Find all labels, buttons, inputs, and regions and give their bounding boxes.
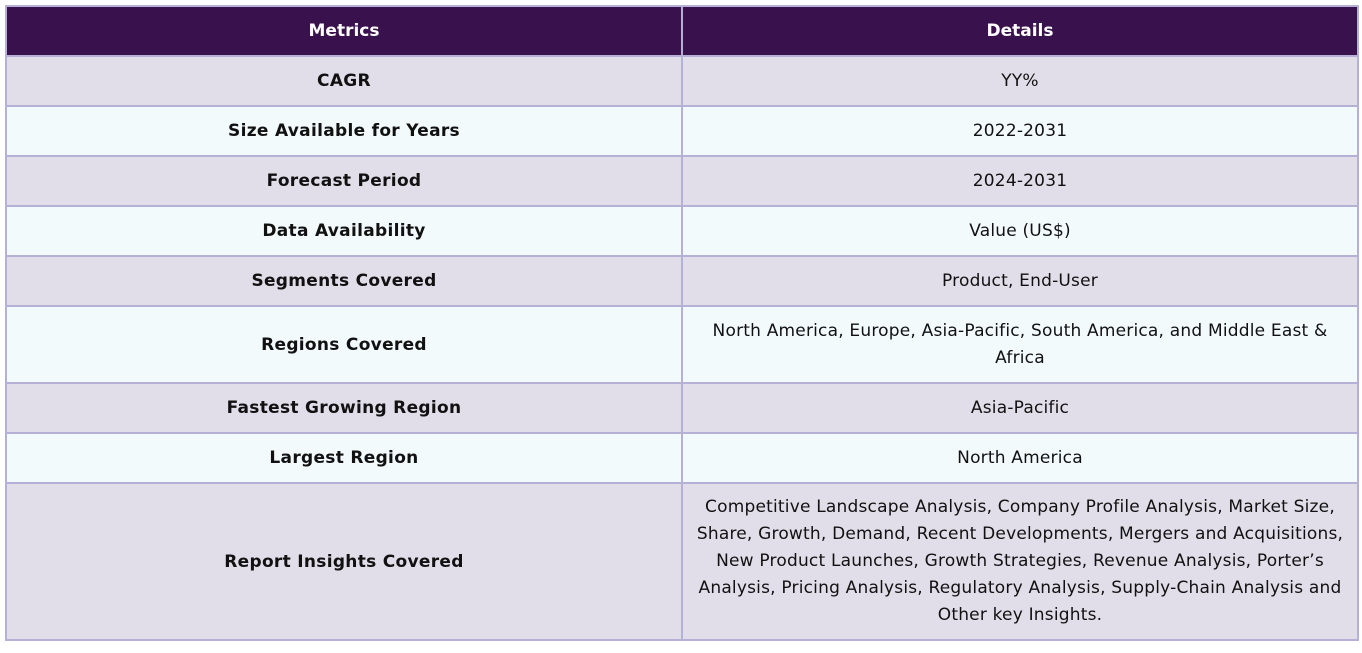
report-metrics-table: Metrics Details CAGR YY% Size Available …: [5, 5, 1359, 641]
detail-cell: North America: [681, 432, 1359, 484]
table-row: Report Insights Covered Competitive Land…: [5, 482, 1359, 641]
table-header-row: Metrics Details: [5, 5, 1359, 57]
table-row: CAGR YY%: [5, 55, 1359, 107]
detail-cell: 2024-2031: [681, 155, 1359, 207]
table-row: Data Availability Value (US$): [5, 205, 1359, 257]
metric-cell: Segments Covered: [5, 255, 683, 307]
table-row: Fastest Growing Region Asia-Pacific: [5, 382, 1359, 434]
table-row: Largest Region North America: [5, 432, 1359, 484]
metric-cell: Report Insights Covered: [5, 482, 683, 641]
detail-cell: North America, Europe, Asia-Pacific, Sou…: [681, 305, 1359, 384]
metric-cell: Fastest Growing Region: [5, 382, 683, 434]
report-metrics-table-container: Metrics Details CAGR YY% Size Available …: [5, 5, 1359, 641]
table-row: Regions Covered North America, Europe, A…: [5, 305, 1359, 384]
metric-cell: Forecast Period: [5, 155, 683, 207]
table-row: Size Available for Years 2022-2031: [5, 105, 1359, 157]
metric-cell: Regions Covered: [5, 305, 683, 384]
header-details: Details: [681, 5, 1359, 57]
metric-cell: Size Available for Years: [5, 105, 683, 157]
metric-cell: CAGR: [5, 55, 683, 107]
detail-cell: Competitive Landscape Analysis, Company …: [681, 482, 1359, 641]
detail-cell: 2022-2031: [681, 105, 1359, 157]
detail-cell: Value (US$): [681, 205, 1359, 257]
metric-cell: Largest Region: [5, 432, 683, 484]
table-row: Segments Covered Product, End-User: [5, 255, 1359, 307]
header-metrics: Metrics: [5, 5, 683, 57]
metric-cell: Data Availability: [5, 205, 683, 257]
detail-cell: Product, End-User: [681, 255, 1359, 307]
table-row: Forecast Period 2024-2031: [5, 155, 1359, 207]
detail-cell: Asia-Pacific: [681, 382, 1359, 434]
detail-cell: YY%: [681, 55, 1359, 107]
